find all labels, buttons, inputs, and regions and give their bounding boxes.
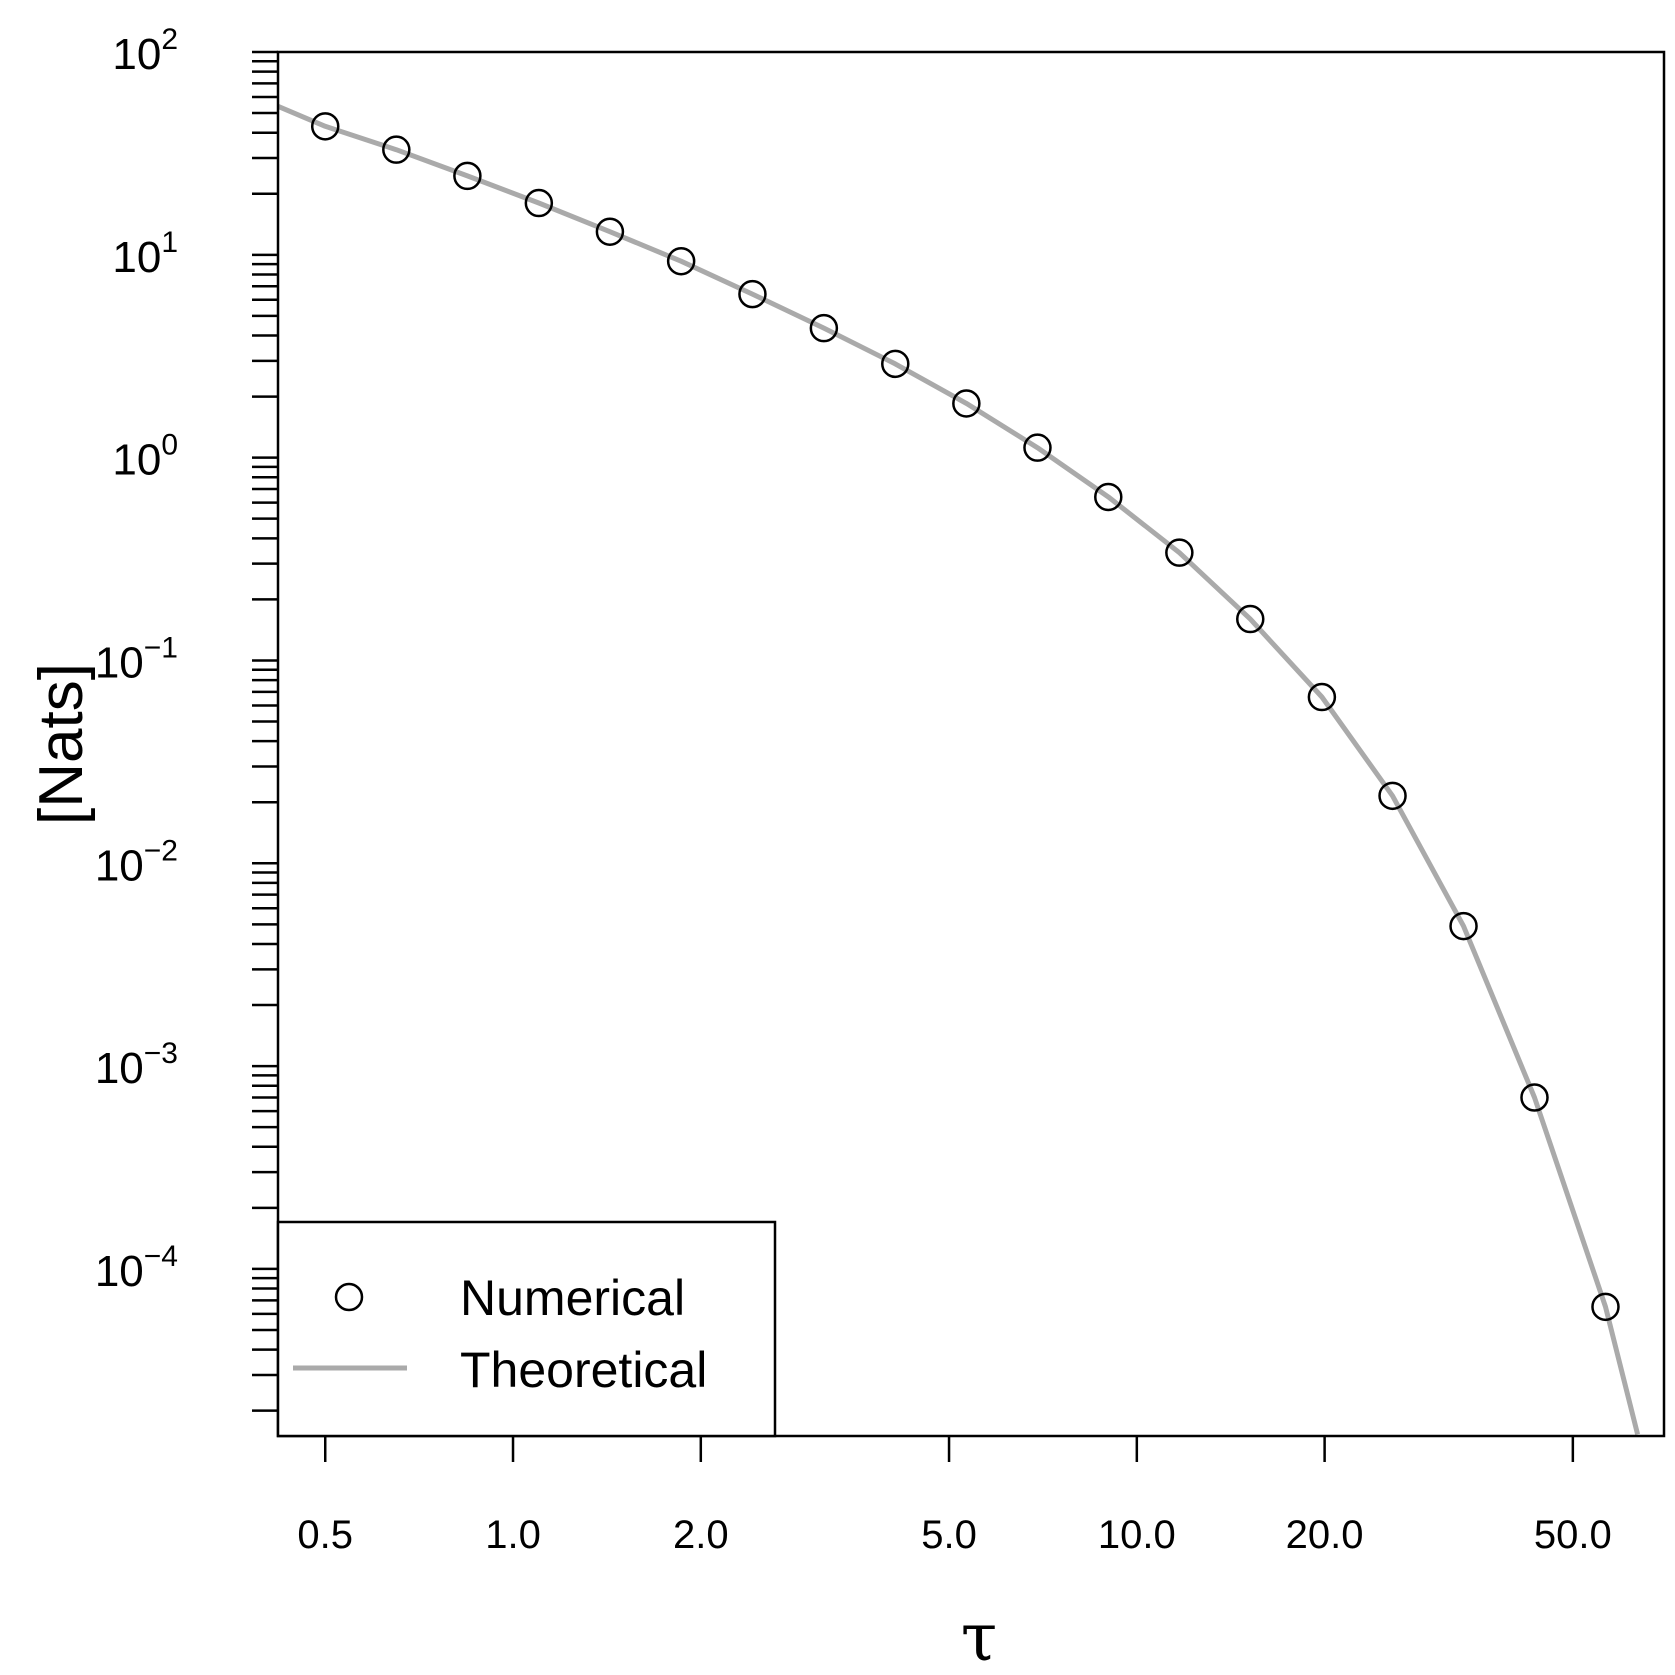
numerical-point	[382, 135, 411, 164]
numerical-point	[1520, 1083, 1549, 1112]
legend-label-theoretical: Theoretical	[460, 1342, 707, 1398]
legend: Numerical Theoretical	[276, 1220, 777, 1438]
numerical-point	[738, 279, 767, 309]
y-tick-label: 100	[112, 429, 178, 485]
theoretical-series	[277, 103, 1641, 1435]
x-tick-label: 0.5	[297, 1513, 353, 1557]
numerical-point	[453, 161, 482, 191]
numerical-point	[1449, 911, 1478, 941]
theoretical-line	[277, 103, 1641, 1435]
x-tick-label: 2.0	[673, 1513, 729, 1557]
numerical-point	[1023, 433, 1052, 462]
numerical-point	[952, 389, 981, 418]
numerical-point	[666, 246, 696, 276]
x-tick-label: 10.0	[1098, 1513, 1176, 1557]
x-tick-label: 20.0	[1286, 1513, 1364, 1557]
plot-frame	[276, 50, 1666, 1438]
y-major-ticks: 102 101 100 10−1 10−2 10−3 10−4	[95, 23, 278, 1296]
x-axis-title: τ	[961, 1599, 998, 1675]
y-minor-ticks	[252, 60, 278, 1412]
x-ticks: 0.5 1.0 2.0 5.0 10.0 20.0 50.0	[297, 1436, 1612, 1557]
legend-label-numerical: Numerical	[460, 1270, 685, 1326]
y-tick-label: 10−2	[95, 834, 178, 890]
y-axis-title: [Nats]	[27, 663, 96, 825]
x-tick-label: 5.0	[921, 1513, 977, 1557]
y-tick-label: 102	[112, 23, 178, 79]
numerical-point	[1307, 682, 1337, 712]
numerical-point	[1591, 1292, 1620, 1322]
y-tick-label: 101	[112, 226, 178, 282]
numerical-series	[310, 112, 1620, 1322]
numerical-point	[595, 217, 625, 246]
numerical-point	[524, 188, 554, 218]
numerical-point	[881, 349, 910, 379]
x-tick-label: 1.0	[485, 1513, 541, 1557]
numerical-point	[1094, 482, 1123, 512]
y-tick-label: 10−3	[95, 1037, 178, 1093]
numerical-point	[1378, 781, 1407, 811]
numerical-point	[1165, 538, 1194, 567]
numerical-point	[809, 313, 839, 343]
y-tick-label: 10−1	[95, 631, 178, 687]
numerical-point	[1236, 604, 1265, 634]
legend-box	[276, 1220, 777, 1438]
legend-marker-numerical	[334, 1282, 364, 1312]
x-tick-label: 50.0	[1534, 1513, 1612, 1557]
y-tick-label: 10−4	[95, 1240, 178, 1296]
numerical-point	[310, 112, 340, 141]
